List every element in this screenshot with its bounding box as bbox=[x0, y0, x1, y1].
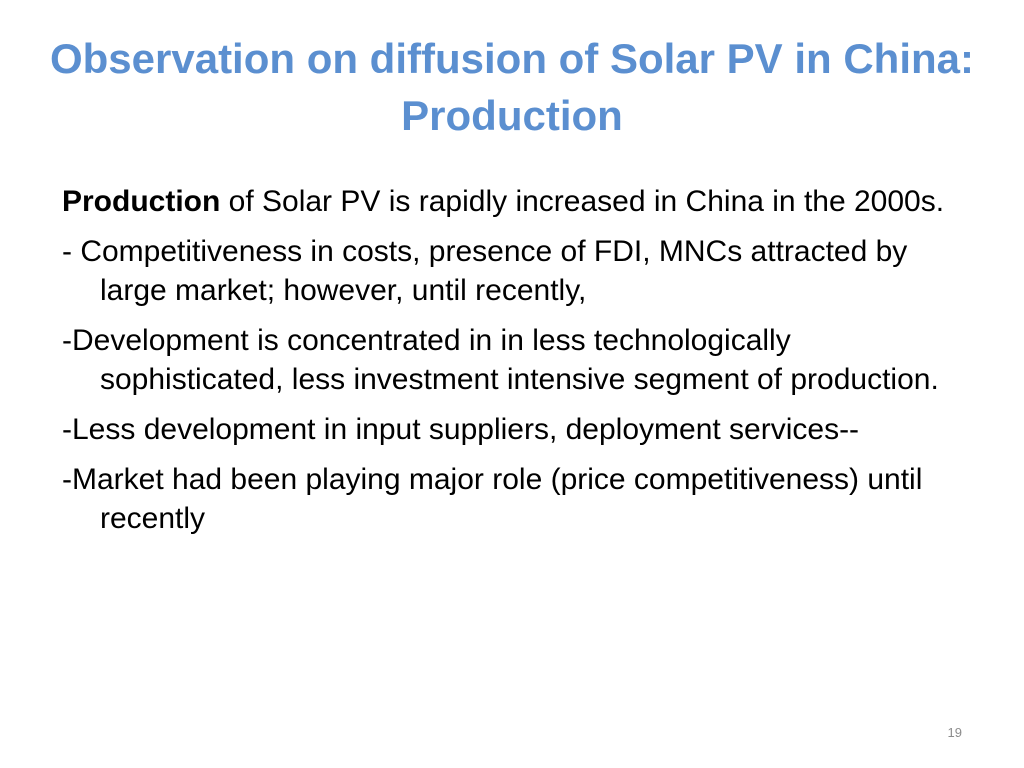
bullet-item: Production of Solar PV is rapidly increa… bbox=[62, 182, 972, 221]
bullet-text: of Solar PV is rapidly increased in Chin… bbox=[220, 185, 945, 218]
bullet-item: -Less development in input suppliers, de… bbox=[62, 410, 972, 449]
bullet-text: -Market had been playing major role (pri… bbox=[62, 463, 923, 535]
bullet-text: -Less development in input suppliers, de… bbox=[62, 413, 860, 446]
page-number: 19 bbox=[947, 725, 962, 740]
bullet-lead: Production bbox=[62, 185, 221, 218]
bullet-text: - Competitiveness in costs, presence of … bbox=[62, 235, 908, 307]
slide-body: Production of Solar PV is rapidly increa… bbox=[62, 182, 972, 549]
bullet-item: -Development is concentrated in in less … bbox=[62, 321, 972, 399]
bullet-item: -Market had been playing major role (pri… bbox=[62, 460, 972, 538]
bullet-item: - Competitiveness in costs, presence of … bbox=[62, 232, 972, 310]
slide-title: Observation on diffusion of Solar PV in … bbox=[49, 35, 975, 139]
bullet-text: -Development is concentrated in in less … bbox=[62, 324, 939, 396]
